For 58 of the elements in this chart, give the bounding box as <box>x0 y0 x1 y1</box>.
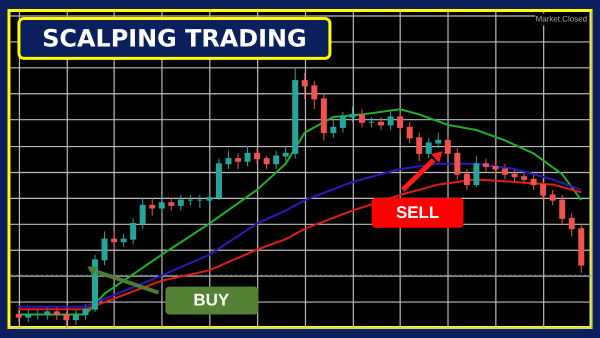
candlestick <box>568 212 575 238</box>
candlestick <box>244 145 251 167</box>
candlestick <box>54 306 60 320</box>
candlestick <box>16 308 22 323</box>
text: Market Closed <box>536 14 588 24</box>
candlestick <box>473 156 480 188</box>
candlestick <box>330 119 336 138</box>
candlestick <box>178 194 184 212</box>
candlestick <box>378 116 384 131</box>
candlestick <box>311 80 318 110</box>
candlestick <box>282 145 289 162</box>
candlestick <box>187 194 194 206</box>
candlestick <box>158 194 165 214</box>
candlestick <box>530 174 537 190</box>
candlestick <box>196 194 203 208</box>
candlestick <box>149 197 156 216</box>
candlestick <box>235 152 242 170</box>
chart-title: SCALPING TRADING <box>42 24 307 52</box>
candlestick <box>349 106 356 123</box>
candlestick <box>102 230 108 266</box>
candlestick <box>25 308 32 323</box>
candlestick <box>206 192 212 206</box>
candlestick <box>444 134 451 160</box>
candlestick <box>559 194 566 224</box>
candlestick <box>454 148 460 180</box>
candlestick <box>540 178 546 201</box>
candlestick <box>340 111 346 134</box>
candlestick <box>550 189 556 206</box>
candlestick <box>254 148 260 164</box>
candlestick <box>168 197 174 212</box>
annotation: SELL <box>396 202 440 222</box>
candlestick <box>397 111 404 134</box>
candlestick <box>426 137 432 160</box>
candlestick <box>388 111 394 131</box>
candlestick <box>273 150 280 170</box>
candlestick <box>225 150 232 170</box>
candlestick <box>264 156 270 170</box>
candlestick <box>368 116 375 128</box>
candlestick <box>512 168 518 182</box>
candlestick <box>521 171 528 186</box>
candlestick <box>140 197 146 230</box>
candlestick <box>416 132 422 162</box>
candlestick <box>63 311 70 328</box>
candlestick <box>111 230 118 250</box>
candlestick <box>482 158 489 172</box>
candlestick <box>502 163 508 180</box>
candlestick <box>492 160 498 175</box>
candlestick <box>72 308 79 326</box>
candlestick <box>406 122 413 144</box>
candlestick <box>302 72 308 100</box>
candlestick <box>44 306 50 320</box>
candlestick <box>120 233 127 248</box>
candlestick <box>435 132 442 149</box>
annotation: BUY <box>193 290 230 310</box>
candlestick <box>464 168 470 190</box>
candlestick <box>358 108 365 128</box>
candlestick <box>82 304 88 320</box>
candlestick <box>130 218 136 245</box>
